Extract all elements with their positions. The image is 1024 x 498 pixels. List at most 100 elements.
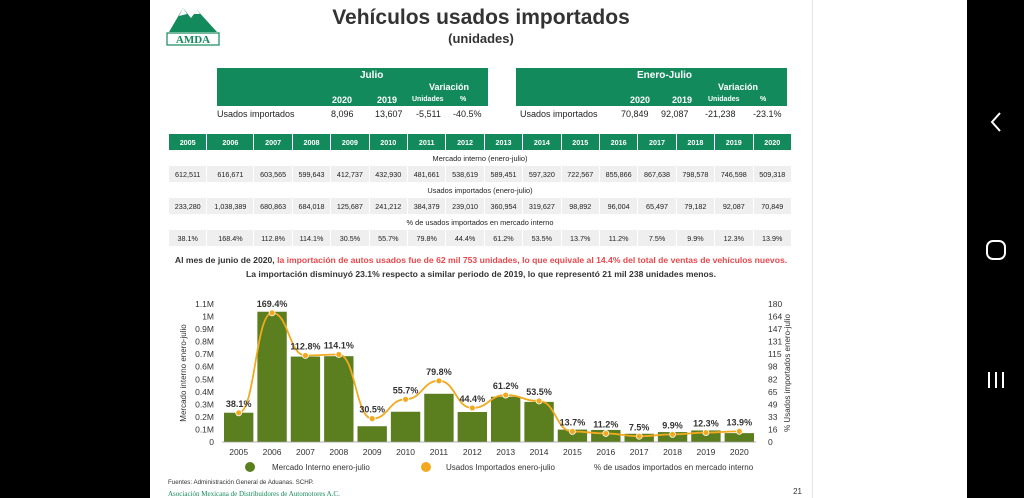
y-left-tick-label: 0.7M (195, 349, 214, 359)
data-label: 44.4% (460, 394, 486, 404)
x-tick-label: 2016 (596, 447, 615, 457)
y-left-tick-label: 0 (209, 437, 214, 447)
summary-julio-col-2019: 2019 (377, 95, 398, 105)
history-pct-row-cell: 13.9% (753, 230, 791, 246)
bar-mercado (691, 430, 721, 442)
history-usados-row-cell: 125,687 (331, 198, 369, 214)
line-point (569, 428, 576, 435)
x-tick-label: 2013 (496, 447, 515, 457)
history-table: 2005 2006 2007 2008 2009 2010 2011 2012 2013 2014… (168, 134, 792, 246)
legend-swatch-mercado (245, 462, 255, 472)
line-point (402, 395, 409, 403)
history-years-row-cell: 2019 (715, 134, 753, 150)
line-point (468, 404, 476, 412)
y-left-tick-label: 0.2M (195, 412, 214, 422)
history-pct-row-cell: 168.4% (207, 230, 254, 246)
history-mercado-row-cell: 867,638 (638, 166, 676, 182)
summary-julio-var-pct: -40.5% (453, 109, 482, 119)
history-usados-row-cell: 79,182 (676, 198, 715, 214)
history-pct-row-cell: 114.1% (292, 230, 331, 246)
data-label: 7.5% (629, 422, 650, 432)
paragraph-line1-intro: Al mes de junio de 2020, (174, 255, 278, 265)
y-right-tick-label: 115 (768, 349, 782, 359)
summary-enero-julio-title: Enero-Julio (637, 70, 693, 81)
y-right-tick-label: 82 (768, 374, 778, 384)
data-label: 112.8% (290, 342, 320, 352)
history-years-row-cell: 2020 (753, 134, 791, 150)
bar-mercado (257, 311, 287, 442)
combo-chart: 0 0.1M 0.2M 0.3M 0.4M 0.5M 0.6M 0.7M 0.8M 0.9M 1M 1… (179, 299, 792, 472)
blank-area (812, 0, 967, 498)
history-usados-label: Usados importados (enero-julio) (169, 182, 791, 198)
history-pct-row-cell: 13.7% (561, 230, 599, 246)
summary-enero-julio: Enero-Julio Variación 2020 2019 Unidades… (516, 68, 787, 122)
history-pct-row-cell: 30.5% (331, 230, 369, 246)
x-tick-label: 2005 (229, 447, 248, 457)
history-years-row-cell: 2008 (292, 134, 331, 150)
summary-julio-var-units: -5,511 (416, 109, 441, 119)
bar-mercado (224, 412, 254, 442)
history-pct-row-cell: 112.8% (254, 230, 292, 246)
y-right-tick-label: 131 (768, 337, 782, 347)
back-button[interactable] (967, 108, 1024, 136)
summary-julio-v2020: 8,096 (331, 109, 354, 119)
y-right-tick-label: 147 (768, 324, 782, 334)
home-button[interactable] (967, 236, 1024, 264)
y-right-tick-label: 98 (768, 362, 778, 372)
history-usados-row-cell: 65,497 (638, 198, 676, 214)
x-tick-label: 2017 (630, 447, 649, 457)
data-label: 114.1% (324, 341, 354, 351)
data-label: 38.1% (226, 399, 252, 409)
history-pct-row-cell: 7.5% (638, 230, 676, 246)
summary-julio-col-unidades: Unidades (412, 96, 444, 103)
history-mercado-row-cell: 412,737 (331, 166, 369, 182)
x-tick-label: 2014 (530, 447, 549, 457)
history-mercado-row-cell: 509,318 (753, 166, 791, 182)
history-mercado-row-cell: 538,619 (446, 166, 484, 182)
history-usados-row: 233,280 1,038,389 680,863 684,018 125,687 241… (169, 198, 791, 214)
history-years-row-cell: 2009 (331, 134, 369, 150)
history-mercado-row-cell: 798,578 (676, 166, 715, 182)
summary-enero-julio-col-unidades: Unidades (708, 96, 740, 103)
history-years-row-cell: 2015 (561, 134, 599, 150)
y-left-tick-label: 0.1M (195, 424, 214, 434)
summary-enero-julio-row-label: Usados importados (520, 109, 598, 119)
data-label: 13.7% (560, 417, 586, 427)
history-usados-row-cell: 70,849 (753, 198, 791, 214)
recents-button[interactable] (967, 366, 1024, 394)
y-left-tick-label: 1.1M (195, 299, 214, 309)
y-left-tick-label: 0.8M (195, 337, 214, 347)
summary-enero-julio-header: Enero-Julio Variación 2020 2019 Unidades… (516, 68, 787, 106)
history-pct-row-cell: 12.3% (715, 230, 753, 246)
history-mercado-label: Mercado interno (enero-julio) (169, 150, 791, 166)
y-left-tick-label: 0.5M (195, 374, 214, 384)
summary-enero-julio-row: Usados importados 70,849 92,087 -21,238 … (516, 106, 787, 122)
history-pct-row-cell: 44.4% (446, 230, 484, 246)
y-right-tick-label: 33 (768, 412, 778, 422)
history-usados-row-cell: 680,863 (254, 198, 292, 214)
summary-enero-julio-col-pct: % (760, 96, 767, 103)
history-mercado-row-cell: 746,598 (715, 166, 753, 182)
y-left-tick-label: 0.4M (195, 387, 214, 397)
history-years-row-cell: 2017 (638, 134, 676, 150)
amda-logo: AMDA (166, 8, 220, 46)
summary-enero-julio-var-units: -21,238 (705, 109, 736, 119)
y-right-tick-label: 0 (768, 437, 773, 447)
source-note: Fuentes: Administración General de Aduan… (168, 479, 314, 486)
data-label: 11.2% (593, 419, 618, 429)
y-left-tick-label: 0.3M (195, 399, 214, 409)
history-years-row-cell: 2016 (599, 134, 638, 150)
history-usados-row-cell: 360,954 (484, 198, 523, 214)
summary-julio-col-pct: % (460, 96, 467, 103)
line-point (702, 429, 710, 436)
history-pct-row-cell: 53.5% (523, 230, 561, 246)
data-label: 12.3% (693, 419, 719, 429)
recents-icon (987, 372, 1004, 388)
bar-mercado (424, 393, 454, 442)
summary-enero-julio-v2020: 70,849 (621, 109, 649, 119)
history-pct-row-cell: 55.7% (369, 230, 407, 246)
bar-mercado (290, 356, 321, 442)
history-years-row-cell: 2012 (446, 134, 484, 150)
line-point (602, 430, 610, 437)
y-left-tick-label: 1M (202, 312, 214, 322)
